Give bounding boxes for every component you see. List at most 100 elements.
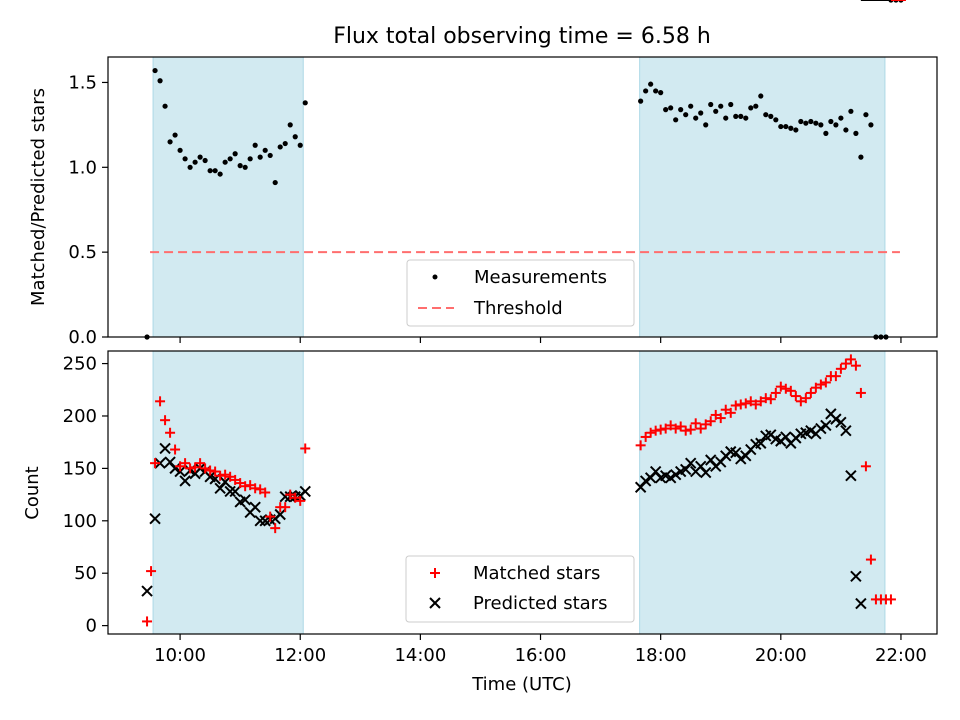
matched-star-point [755,396,766,407]
measurement-point [703,122,709,128]
measurement-point [643,88,649,94]
matched-star-point [790,391,801,402]
predicted-star-point [249,501,261,513]
predicted-star-point [239,494,251,506]
predicted-star-point [194,462,206,475]
matched-star-point [705,416,716,427]
measurement-point [708,101,714,108]
predicted-star-point [229,485,241,498]
x-tick-label: 22:00 [875,645,927,666]
matched-star-point [645,427,656,438]
matched-star-point [285,489,296,500]
measurement-point [242,164,248,170]
matched-star-point [185,463,196,474]
measurement-point [302,100,308,106]
matched-star-point [750,399,761,410]
measurement-point [683,112,689,118]
bottom-y-ticks: 0 50 100 150 200 250 [63,354,108,637]
measurement-point [212,168,218,174]
matched-star-point [720,404,731,415]
matched-star-point [865,554,876,565]
measurement-point [267,152,273,159]
matched-star-point [165,427,176,438]
matched-star-point [765,394,776,405]
measurement-point [803,120,809,126]
measurement-point [653,88,659,94]
predicted-star-point [279,490,291,503]
matched-star-point [855,387,866,398]
measurement-point [237,163,243,169]
measurement-point [272,179,278,186]
measurement-point [853,130,859,136]
chart-title: Flux total observing time = 6.58 h [333,24,711,49]
measurement-point [778,123,784,130]
measurement-point [788,125,794,131]
measurement-point [688,103,694,109]
measurement-point [663,107,669,113]
measurement-point [673,117,679,123]
measurement-point [833,122,839,128]
predicted-star-point [669,468,682,481]
matched-star-point [200,463,211,474]
predicted-star-point [684,457,697,469]
measurement-point [813,120,819,126]
matched-star-point [245,480,256,491]
measurement-point [773,117,779,123]
predicted-star-point [850,570,862,583]
y-tick-label: 200 [63,406,97,427]
bottom-plot-frame [107,350,938,635]
x-tick-label: 20:00 [755,645,807,666]
measurement-point [863,112,869,118]
matched-star-point [210,466,221,477]
bottom-x-ticks: 10:00 12:00 14:00 16:00 18:00 20:00 22:00 [154,634,927,666]
matched-star-point [680,425,691,436]
measurement-point [743,115,749,121]
x-tick-label: 18:00 [635,645,687,666]
matched-star-point [650,425,661,436]
predicted-star-point [805,424,817,437]
predicted-star-point [219,476,231,488]
matched-stars-points [142,0,906,627]
top-legend-box [406,259,635,327]
y-tick-label: 0.5 [68,242,97,263]
measurement-point [768,113,774,119]
measurement-point [197,154,203,160]
predicted-star-point [141,585,153,597]
matched-star-point [155,396,166,407]
legend-predicted-label: Predicted stars [473,593,607,614]
predicted-star-point [664,472,677,484]
predicted-star-point [855,597,867,610]
measurement-point [828,118,834,125]
matched-star-point [665,420,676,431]
matched-star-point [280,502,291,513]
measurement-point [287,122,293,128]
predicted-star-point [639,475,652,487]
predicted-star-point [735,453,747,465]
matched-star-point [240,481,251,492]
predicted-star-point [840,424,852,437]
matched-star-point [840,358,851,369]
shaded-interval-0 [152,56,304,338]
top-plot-frame [107,56,938,338]
matched-star-point [640,431,651,442]
matched-star-point [635,440,646,451]
measurement-point [182,156,188,162]
matched-star-point [660,423,671,434]
legend-matched-plus [430,568,440,578]
measurement-point [793,127,799,133]
matched-star-point [820,377,831,388]
matched-star-point [740,398,751,409]
matched-star-point [725,407,736,418]
predicted-star-point [149,512,161,525]
matched-star-point [760,393,771,404]
measurement-point [858,154,864,160]
bottom-panel: 0 50 100 150 200 250 10:00 12:00 14:00 16:00 18:0… [22,0,938,695]
measurement-point [783,123,789,130]
measurement-point [753,103,759,109]
matched-star-point [265,511,276,522]
legend-matched-label: Matched stars [473,563,600,584]
measurement-point [713,108,719,114]
y-tick-label: 0 [86,616,97,637]
predicted-star-point [755,437,767,449]
